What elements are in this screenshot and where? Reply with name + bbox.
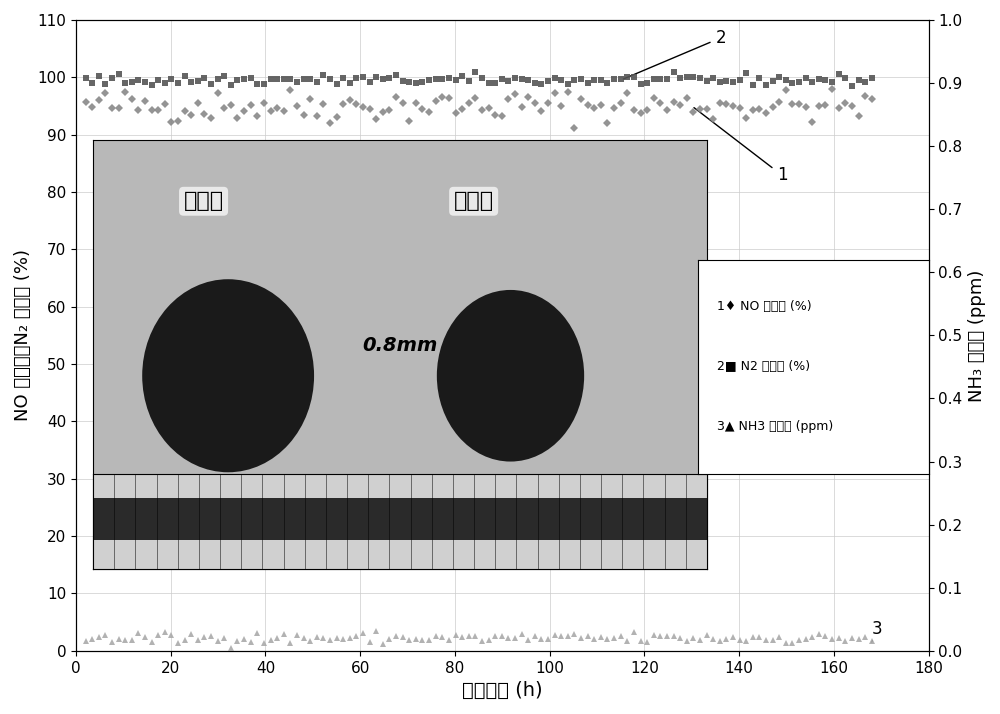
Text: 1: 1 [694,108,788,184]
Text: NH₃&NO=400 ppm, O₂=6 %, CO₂=14 %, SO₂=1000 ppm
H₂O=7 %, T=350 °F, P=1 atm, GHSV=: NH₃&NO=400 ppm, O₂=6 %, CO₂=14 %, SO₂=10… [315,537,691,565]
Text: 3: 3 [872,620,882,642]
Y-axis label: NO 转化率，N₂ 选择性 (%): NO 转化率，N₂ 选择性 (%) [14,249,32,421]
Text: 2: 2 [623,29,726,79]
Y-axis label: NH₃ 残留量 (ppm): NH₃ 残留量 (ppm) [968,269,986,401]
X-axis label: 反应时间 (h): 反应时间 (h) [462,681,543,700]
